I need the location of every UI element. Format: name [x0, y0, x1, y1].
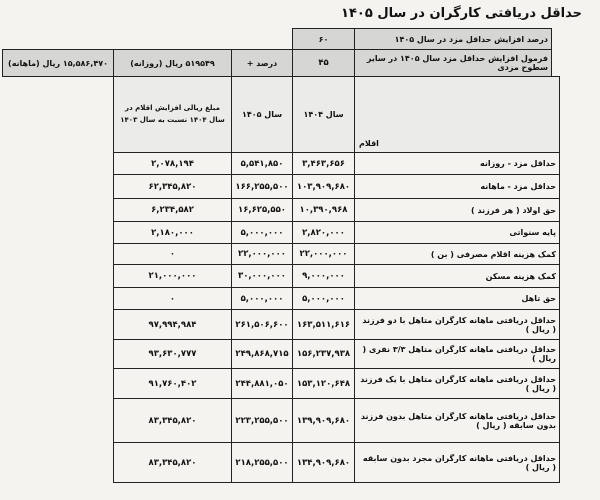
formula-percent-value: ۴۵ — [292, 49, 355, 77]
cell-y1404: ۱۵۶,۲۳۷,۹۳۸ — [292, 339, 355, 369]
formula-label: فرمول افزایش حداقل مزد سال ۱۴۰۵ در سایر … — [354, 49, 552, 77]
header-diff: مبلغ ریالی افزایش اقلام در سال ۱۴۰۴ نسبت… — [113, 76, 232, 153]
cell-y1405: ۲۲۳,۲۵۵,۵۰۰ — [231, 398, 293, 443]
header-1405: سال ۱۴۰۵ — [231, 76, 293, 153]
cell-diff: ۹۷,۹۹۴,۹۸۴ — [113, 309, 232, 340]
cell-label: حق اولاد ( هر فرزند ) — [354, 198, 560, 222]
cell-diff: ۹۳,۶۳۰,۷۷۷ — [113, 339, 232, 369]
increase-value: ۶۰ — [292, 28, 355, 50]
cell-diff: ۸۳,۳۴۵,۸۲۰ — [113, 442, 232, 483]
document-title: حداقل دریافتی کارگران در سال ۱۴۰۵ — [341, 6, 582, 21]
cell-label: حداقل دریافتی ماهانه کارگران متاهل با یک… — [354, 368, 560, 399]
header-items: اقلام — [354, 76, 560, 153]
cell-y1405: ۲۴۴,۸۸۱,۰۵۰ — [231, 368, 293, 399]
cell-y1404: ۱۰,۳۹۰,۹۶۸ — [292, 198, 355, 222]
cell-y1405: ۵,۵۴۱,۸۵۰ — [231, 152, 293, 175]
cell-y1405: ۲۲,۰۰۰,۰۰۰ — [231, 243, 293, 265]
cell-y1404: ۱۰۳,۹۰۹,۶۸۰ — [292, 174, 355, 199]
cell-label: حداقل دریافتی ماهانه کارگران متاهل ۳/۳ ن… — [354, 339, 560, 369]
cell-diff: ۶,۲۳۴,۵۸۲ — [113, 198, 232, 222]
cell-label: کمک هزینه مسکن — [354, 264, 560, 288]
cell-y1404: ۱۳۴,۹۰۹,۶۸۰ — [292, 442, 355, 483]
cell-y1405: ۱۶۶,۲۵۵,۵۰۰ — [231, 174, 293, 199]
cell-y1405: ۲۱۸,۲۵۵,۵۰۰ — [231, 442, 293, 483]
cell-y1404: ۱۶۳,۵۱۱,۶۱۶ — [292, 309, 355, 340]
cell-diff: ۰ — [113, 287, 232, 310]
cell-label: حق تاهل — [354, 287, 560, 310]
cell-label: حداقل دریافتی ماهانه کارگران مجرد بدون س… — [354, 442, 560, 483]
cell-label: حداقل مزد - روزانه — [354, 152, 560, 175]
header-items-label: اقلام — [359, 139, 379, 148]
cell-y1404: ۹,۰۰۰,۰۰۰ — [292, 264, 355, 288]
cell-y1405: ۵,۰۰۰,۰۰۰ — [231, 221, 293, 244]
formula-monthly: ۱۵,۵۸۶,۴۷۰ ریال (ماهانه) — [2, 49, 114, 77]
header-1404: سال ۱۴۰۴ — [292, 76, 355, 153]
cell-y1405: ۵,۰۰۰,۰۰۰ — [231, 287, 293, 310]
cell-y1405: ۳۰,۰۰۰,۰۰۰ — [231, 264, 293, 288]
cell-diff: ۰ — [113, 243, 232, 265]
cell-y1405: ۲۴۹,۸۶۸,۷۱۵ — [231, 339, 293, 369]
cell-diff: ۸۳,۳۴۵,۸۲۰ — [113, 398, 232, 443]
cell-diff: ۲۱,۰۰۰,۰۰۰ — [113, 264, 232, 288]
cell-y1404: ۲,۸۲۰,۰۰۰ — [292, 221, 355, 244]
formula-percent-label: درصد + — [231, 49, 293, 77]
cell-diff: ۲,۱۸۰,۰۰۰ — [113, 221, 232, 244]
cell-y1405: ۱۶,۶۲۵,۵۵۰ — [231, 198, 293, 222]
cell-y1404: ۱۵۳,۱۲۰,۶۴۸ — [292, 368, 355, 399]
cell-y1404: ۵,۰۰۰,۰۰۰ — [292, 287, 355, 310]
increase-label: درصد افزایش حداقل مزد در سال ۱۴۰۵ — [354, 28, 552, 50]
cell-y1404: ۱۳۹,۹۰۹,۶۸۰ — [292, 398, 355, 443]
cell-diff: ۹۱,۷۶۰,۴۰۲ — [113, 368, 232, 399]
cell-label: حداقل مزد - ماهانه — [354, 174, 560, 199]
formula-daily: ۵۱۹۵۴۹ ریال (روزانه) — [113, 49, 232, 77]
cell-label: پایه سنواتی — [354, 221, 560, 244]
cell-label: حداقل دریافتی ماهانه کارگران متاهل بدون … — [354, 398, 560, 443]
cell-label: کمک هزینه اقلام مصرفی ( بن ) — [354, 243, 560, 265]
cell-y1404: ۳,۴۶۳,۶۵۶ — [292, 152, 355, 175]
cell-label: حداقل دریافتی ماهانه کارگران متاهل با دو… — [354, 309, 560, 340]
cell-y1404: ۲۲,۰۰۰,۰۰۰ — [292, 243, 355, 265]
cell-diff: ۲,۰۷۸,۱۹۴ — [113, 152, 232, 175]
cell-y1405: ۲۶۱,۵۰۶,۶۰۰ — [231, 309, 293, 340]
cell-diff: ۶۲,۳۴۵,۸۲۰ — [113, 174, 232, 199]
